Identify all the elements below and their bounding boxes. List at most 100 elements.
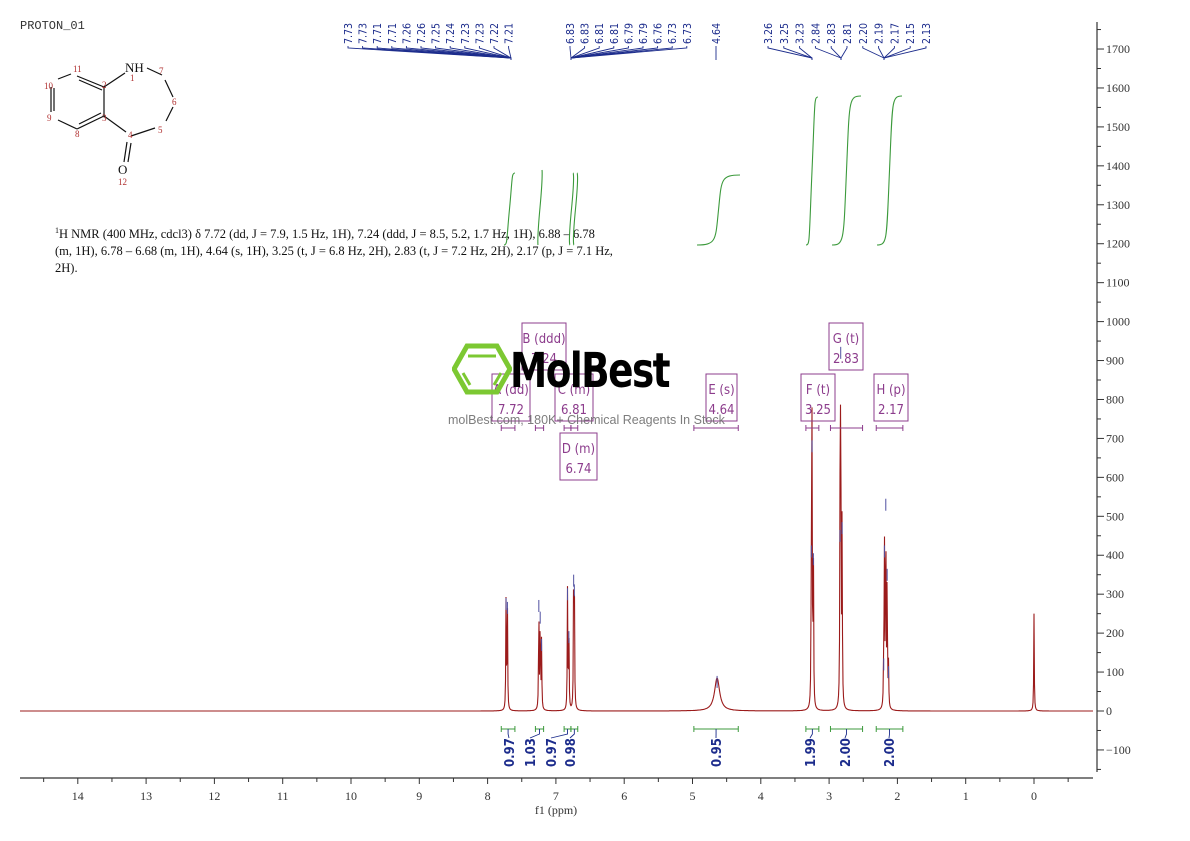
multiplet-B: B (ddd) 7.24 (521, 322, 567, 431)
integral-values: 0.97 1.03 0.97 0.98 0.95 1.99 2.00 2.00 (500, 726, 904, 767)
peak-label: 2.17 (889, 23, 901, 44)
peak-label: 2.15 (905, 23, 917, 44)
y-tick-label: 700 (1106, 431, 1124, 445)
multiplet-G: G (t) 2.83 (828, 322, 864, 431)
x-tick-label: 4 (758, 789, 764, 803)
multiplet-label: B (ddd) (522, 332, 565, 347)
nmr-description: 1H NMR (400 MHz, cdcl3) δ 7.72 (dd, J = … (55, 222, 615, 277)
multiplet-H: H (p) 2.17 (873, 373, 909, 431)
multiplet-value: 6.74 (565, 462, 591, 477)
atom-number: 6 (172, 97, 177, 107)
x-tick-label: 13 (140, 789, 152, 803)
peak-labels-aromatic-1: 7.73 7.73 7.71 7.71 7.26 7.26 7.25 7.24 7.23 7.23… (343, 23, 516, 60)
y-tick-label: 500 (1106, 509, 1124, 523)
molecule-structure: NH O 1 2 3 4 5 6 7 8 9 10 11 12 (44, 60, 177, 187)
peak-label: 6.73 (682, 23, 694, 44)
atom-number: 11 (73, 64, 82, 74)
spectrum-trace (20, 404, 1093, 712)
y-tick-label: 800 (1106, 392, 1124, 406)
nmr-description-text: H NMR (400 MHz, cdcl3) δ 7.72 (dd, J = 7… (55, 227, 613, 276)
peak-label: 2.19 (874, 23, 886, 44)
peak-label: 4.64 (711, 23, 723, 44)
x-axis-label: f1 (ppm) (535, 803, 577, 817)
y-tick-label: 900 (1106, 354, 1124, 368)
y-tick-label: 1300 (1106, 198, 1130, 212)
atom-number: 10 (44, 81, 54, 91)
integral-curve (876, 95, 903, 246)
x-tick-label: 8 (485, 789, 491, 803)
molbest-logo-icon (452, 343, 512, 395)
atom-number: 8 (75, 129, 80, 139)
peak-label: 7.26 (416, 23, 428, 44)
peak-label: 6.83 (565, 23, 577, 44)
peak-label: 7.23 (460, 23, 472, 44)
peak-label: 7.22 (489, 23, 501, 44)
y-tick-label: 1000 (1106, 315, 1130, 329)
y-tick-label: 300 (1106, 587, 1124, 601)
x-tick-label: 9 (416, 789, 422, 803)
multiplet-value: 7.72 (498, 403, 524, 418)
peak-label: 6.76 (653, 23, 665, 44)
peak-labels-aromatic-2: 6.83 6.83 6.81 6.81 6.79 6.79 6.76 6.73 6.73 (565, 23, 694, 60)
peak-label: 7.71 (387, 23, 399, 44)
multiplet-value: 2.83 (833, 352, 859, 367)
integral-curve (696, 174, 741, 246)
integral-value: 0.95 (710, 738, 725, 767)
x-tick-label: 2 (894, 789, 900, 803)
integral-value: 2.00 (883, 738, 898, 767)
integral-value: 0.97 (545, 738, 560, 767)
y-tick-label: 1400 (1106, 159, 1130, 173)
peak-label: 6.83 (580, 23, 592, 44)
atom-number: 3 (102, 113, 107, 123)
peak-label: 6.73 (667, 23, 679, 44)
integral-curve (572, 172, 579, 246)
x-axis: 14 13 12 11 10 9 8 7 6 5 4 3 2 1 0f1 (ppm) (20, 777, 1093, 817)
peak-label: 7.26 (401, 23, 413, 44)
peak-labels-aliphatic: 3.26 3.25 3.23 2.84 2.83 2.81 2.20 2.19 2.17 2.15… (763, 23, 933, 60)
y-tick-label: 400 (1106, 548, 1124, 562)
integral-value: 2.00 (839, 738, 854, 767)
x-tick-label: 5 (690, 789, 696, 803)
peak-label: 7.73 (358, 23, 370, 44)
multiplet-E: E (s) 4.64 (693, 373, 739, 431)
peak-label: 2.84 (810, 23, 822, 44)
x-tick-label: 0 (1031, 789, 1037, 803)
y-tick-label: 0 (1106, 704, 1112, 718)
peak-label: 6.79 (638, 23, 650, 44)
integral-curve (568, 172, 575, 246)
y-tick-label: 200 (1106, 626, 1124, 640)
y-tick-label: −100 (1106, 743, 1131, 757)
x-tick-label: 12 (208, 789, 220, 803)
watermark-brand: MolBest (510, 343, 671, 399)
oxygen-atom-label: O (118, 162, 127, 177)
atom-number: 2 (102, 80, 107, 90)
integral-curves (503, 95, 903, 246)
multiplet-label: C (m) (558, 383, 590, 398)
integral-value: 1.03 (524, 738, 539, 767)
atom-number: 9 (47, 113, 52, 123)
y-tick-label: 600 (1106, 470, 1124, 484)
nh-atom-label: NH (125, 60, 144, 75)
integral-curve (503, 172, 516, 246)
peak-label: 7.21 (504, 23, 516, 44)
atom-number: 5 (158, 125, 163, 135)
peak-label: 7.23 (474, 23, 486, 44)
multiplet-label: G (t) (833, 332, 860, 347)
atom-number: 4 (128, 130, 133, 140)
superscript: 1 (55, 226, 59, 235)
y-axis: 1700160015001400130012001100100090080070… (1096, 22, 1131, 772)
multiplet-D: D (m) 6.74 (559, 425, 598, 481)
peak-label: 3.26 (763, 23, 775, 44)
peak-label: 7.25 (431, 23, 443, 44)
peak-label: 2.81 (842, 23, 854, 44)
atom-number: 1 (130, 73, 135, 83)
multiplet-boxes: A (dd)7.72B (ddd)7.24C (m)6.81D (m)6.74E… (491, 322, 909, 481)
x-tick-label: 10 (345, 789, 357, 803)
integral-curve (831, 95, 862, 246)
x-tick-label: 14 (72, 789, 84, 803)
y-tick-label: 1500 (1106, 120, 1130, 134)
multiplet-label: F (t) (806, 383, 830, 398)
y-tick-label: 1600 (1106, 81, 1130, 95)
